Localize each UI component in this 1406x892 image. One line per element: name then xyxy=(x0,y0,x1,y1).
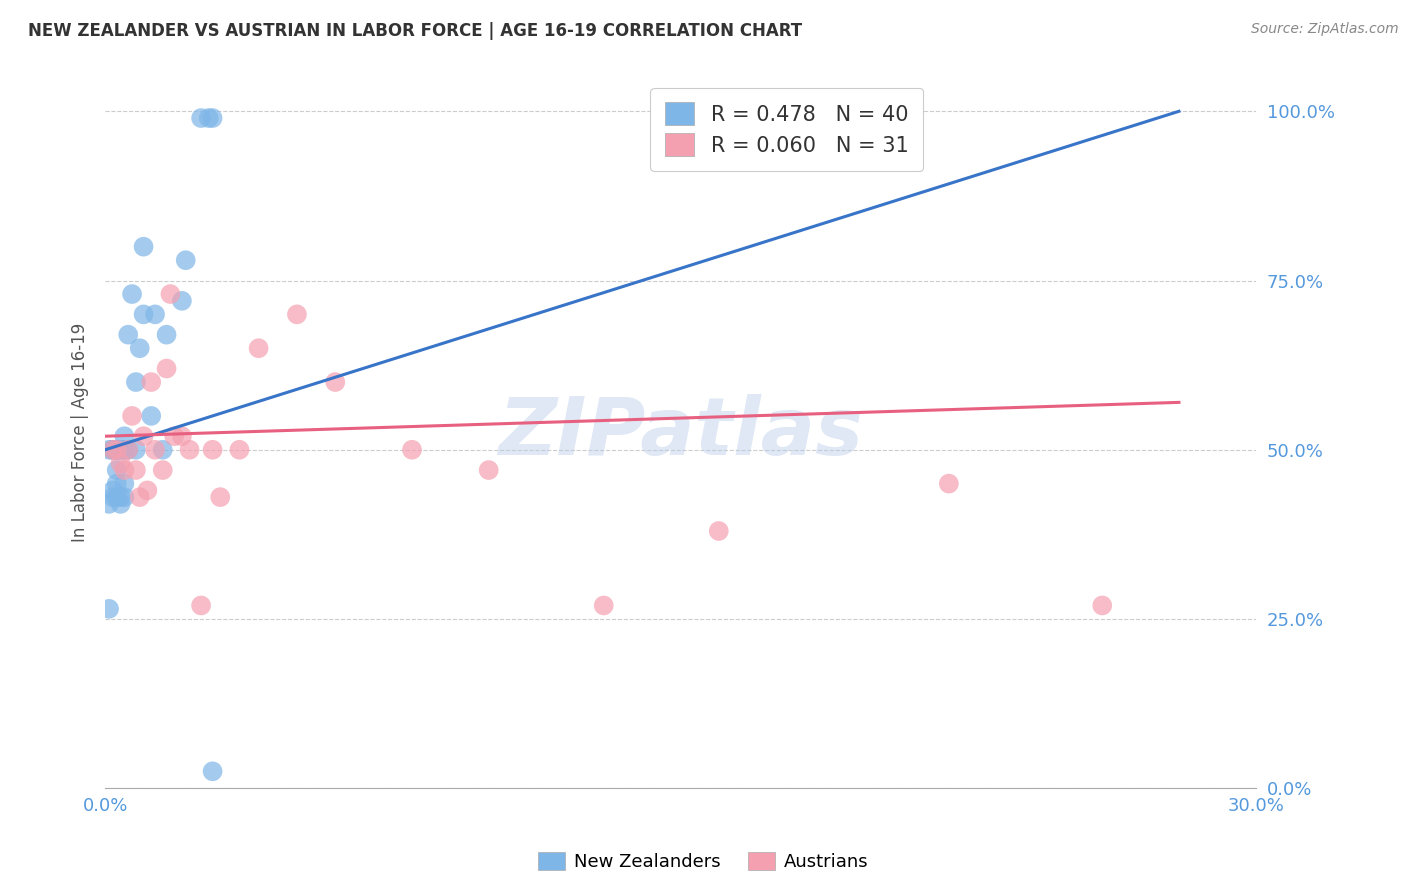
Point xyxy=(323,375,346,389)
Point xyxy=(112,463,135,477)
Point xyxy=(707,524,730,538)
Point xyxy=(110,497,132,511)
Point xyxy=(105,442,128,457)
Point xyxy=(143,442,166,457)
Point xyxy=(592,599,614,613)
Point xyxy=(285,307,308,321)
Point xyxy=(112,429,135,443)
Point xyxy=(98,442,121,457)
Point xyxy=(101,442,124,457)
Point xyxy=(201,764,224,779)
Point xyxy=(1091,599,1114,613)
Point xyxy=(105,442,128,457)
Point xyxy=(179,442,201,457)
Point xyxy=(152,463,174,477)
Point xyxy=(190,599,212,613)
Point xyxy=(197,111,219,125)
Point xyxy=(201,442,224,457)
Point xyxy=(101,483,124,498)
Point xyxy=(110,456,132,470)
Text: Source: ZipAtlas.com: Source: ZipAtlas.com xyxy=(1251,22,1399,37)
Point xyxy=(112,476,135,491)
Point xyxy=(125,442,148,457)
Point xyxy=(190,111,212,125)
Point xyxy=(105,463,128,477)
Point xyxy=(101,490,124,504)
Point xyxy=(136,483,159,498)
Point xyxy=(105,476,128,491)
Point xyxy=(201,111,224,125)
Point xyxy=(132,307,155,321)
Text: NEW ZEALANDER VS AUSTRIAN IN LABOR FORCE | AGE 16-19 CORRELATION CHART: NEW ZEALANDER VS AUSTRIAN IN LABOR FORCE… xyxy=(28,22,803,40)
Point xyxy=(170,429,193,443)
Point xyxy=(141,409,163,423)
Point xyxy=(117,442,139,457)
Point xyxy=(478,463,501,477)
Point xyxy=(174,253,197,268)
Point xyxy=(155,327,177,342)
Point xyxy=(101,442,124,457)
Point xyxy=(101,442,124,457)
Legend: R = 0.478   N = 40, R = 0.060   N = 31: R = 0.478 N = 40, R = 0.060 N = 31 xyxy=(651,87,924,170)
Point xyxy=(209,490,232,504)
Point xyxy=(159,287,181,301)
Point xyxy=(105,442,128,457)
Point xyxy=(98,602,121,616)
Point xyxy=(110,442,132,457)
Point xyxy=(125,463,148,477)
Point xyxy=(105,490,128,504)
Point xyxy=(163,429,186,443)
Point xyxy=(105,442,128,457)
Point xyxy=(117,442,139,457)
Point xyxy=(228,442,250,457)
Point xyxy=(141,375,163,389)
Point xyxy=(128,490,150,504)
Point xyxy=(170,293,193,308)
Point xyxy=(117,327,139,342)
Point xyxy=(125,375,148,389)
Point xyxy=(938,476,960,491)
Point xyxy=(152,442,174,457)
Text: ZIPatlas: ZIPatlas xyxy=(498,394,863,472)
Point xyxy=(155,361,177,376)
Point xyxy=(132,240,155,254)
Point xyxy=(132,429,155,443)
Point xyxy=(112,442,135,457)
Point xyxy=(143,307,166,321)
Point xyxy=(110,442,132,457)
Point xyxy=(112,490,135,504)
Point xyxy=(110,490,132,504)
Point xyxy=(121,409,143,423)
Y-axis label: In Labor Force | Age 16-19: In Labor Force | Age 16-19 xyxy=(72,323,89,542)
Point xyxy=(121,287,143,301)
Point xyxy=(112,442,135,457)
Point xyxy=(401,442,423,457)
Point xyxy=(247,341,270,355)
Point xyxy=(128,341,150,355)
Point xyxy=(98,497,121,511)
Legend: New Zealanders, Austrians: New Zealanders, Austrians xyxy=(530,845,876,879)
